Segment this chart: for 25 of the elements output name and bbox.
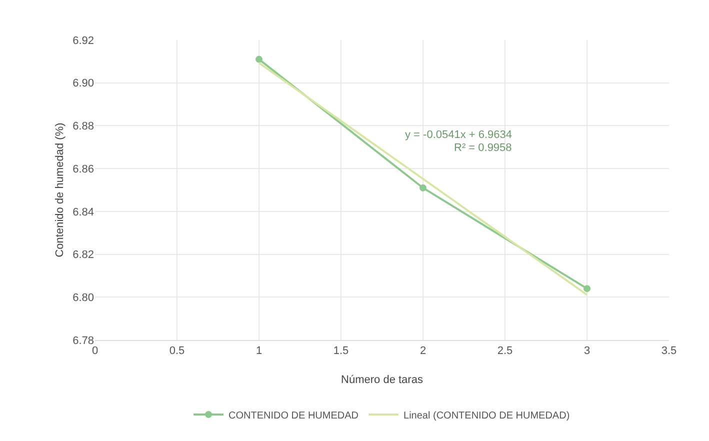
x-tick-label: 2 [420,345,426,358]
point [584,285,590,292]
y-tick-label: 6.78 [72,334,94,347]
annotation: y = -0.0541x + 6.9634 [405,129,512,141]
point [256,56,262,63]
y-tick-label: 6.86 [72,163,94,176]
y-tick-label: 6.84 [72,206,94,218]
y-tick-label: 6.88 [72,120,94,133]
x-tick-label: 2.5 [497,345,513,358]
y-tick-label: 6.82 [72,249,94,262]
x-tick-label: 3.5 [661,345,677,358]
point [420,184,426,192]
y-tick-label: 6.92 [72,34,94,47]
x-tick-label: 3 [584,345,590,358]
x-tick-label: 0 [92,345,98,358]
x-tick-label: 0.5 [169,345,185,358]
x-axis-title: Número de taras [341,374,424,386]
x-tick-label: 1 [256,345,262,358]
y-axis-title: Contenido de humedad (%) [54,122,66,258]
annotation: R² = 0.9958 [454,142,512,154]
y-tick-label: 6.80 [72,292,94,304]
x-tick-label: 1.5 [333,345,349,358]
legend-label: Lineal (CONTENIDO DE HUMEDAD) [404,410,570,422]
legend-label: CONTENIDO DE HUMEDAD [228,410,359,422]
y-tick-label: 6.90 [72,78,94,90]
